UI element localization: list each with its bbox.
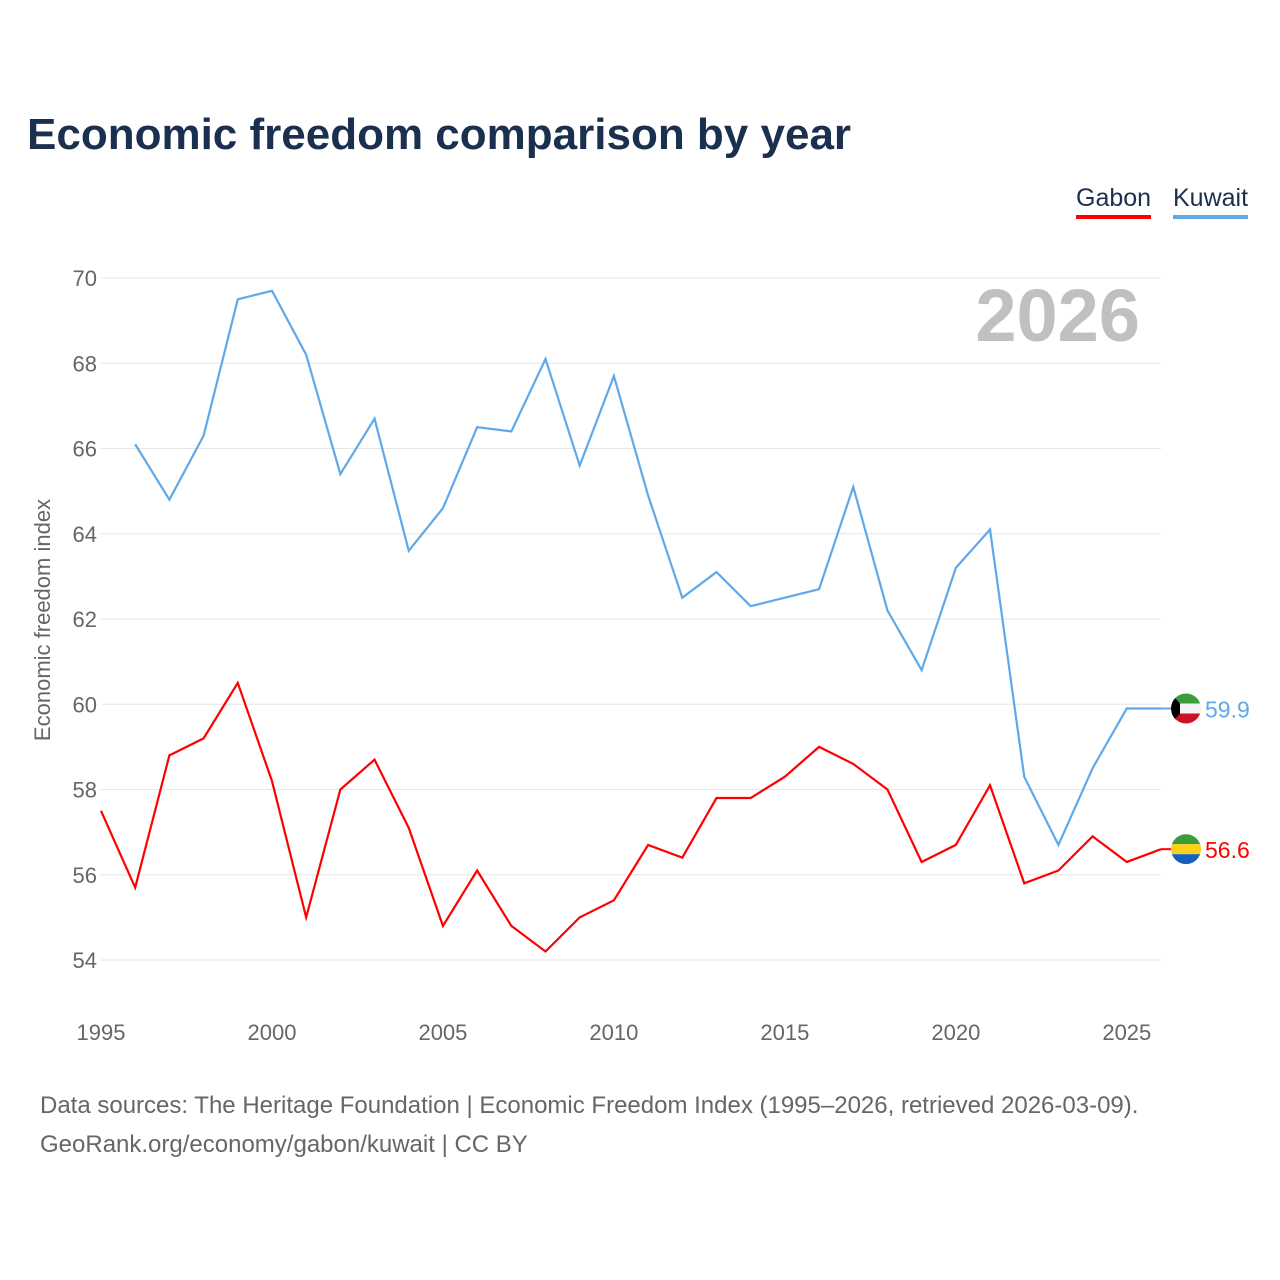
- end-value-label-kuwait: 59.9: [1205, 697, 1250, 723]
- y-tick-label: 64: [73, 522, 97, 547]
- legend-kuwait[interactable]: Kuwait: [1173, 184, 1249, 219]
- data-sources: Data sources: The Heritage Foundation | …: [40, 1092, 1139, 1119]
- x-tick-label: 2015: [760, 1020, 809, 1045]
- y-tick-label: 66: [73, 437, 97, 462]
- x-tick-label: 2005: [418, 1020, 467, 1045]
- y-axis-label: Economic freedom index: [30, 499, 55, 741]
- gabon-flag-icon: [1171, 834, 1201, 865]
- y-tick-label: 60: [73, 692, 97, 717]
- y-tick-label: 56: [73, 863, 97, 888]
- source-link[interactable]: GeoRank.org/economy/gabon/kuwait | CC BY: [40, 1131, 528, 1158]
- x-tick-label: 2000: [247, 1020, 296, 1045]
- y-tick-label: 70: [73, 266, 97, 291]
- x-tick-label: 2025: [1102, 1020, 1151, 1045]
- x-tick-label: 1995: [77, 1020, 126, 1045]
- y-tick-label: 58: [73, 778, 97, 803]
- series-line-kuwait: [134, 289, 1161, 848]
- y-tick-label: 62: [73, 607, 97, 632]
- kuwait-flag-icon: [1171, 693, 1201, 724]
- footer: Data sources: The Heritage Foundation | …: [40, 1086, 1138, 1164]
- year-watermark: 2026: [975, 274, 1140, 357]
- chart-title: Economic freedom comparison by year: [27, 110, 852, 159]
- y-tick-label: 54: [73, 948, 97, 973]
- legend-gabon[interactable]: Gabon: [1076, 184, 1152, 219]
- series-line-gabon: [99, 680, 1162, 953]
- y-tick-label: 68: [73, 351, 97, 376]
- x-tick-label: 2010: [589, 1020, 638, 1045]
- x-tick-label: 2020: [931, 1020, 980, 1045]
- end-value-label-gabon: 56.6: [1205, 837, 1250, 863]
